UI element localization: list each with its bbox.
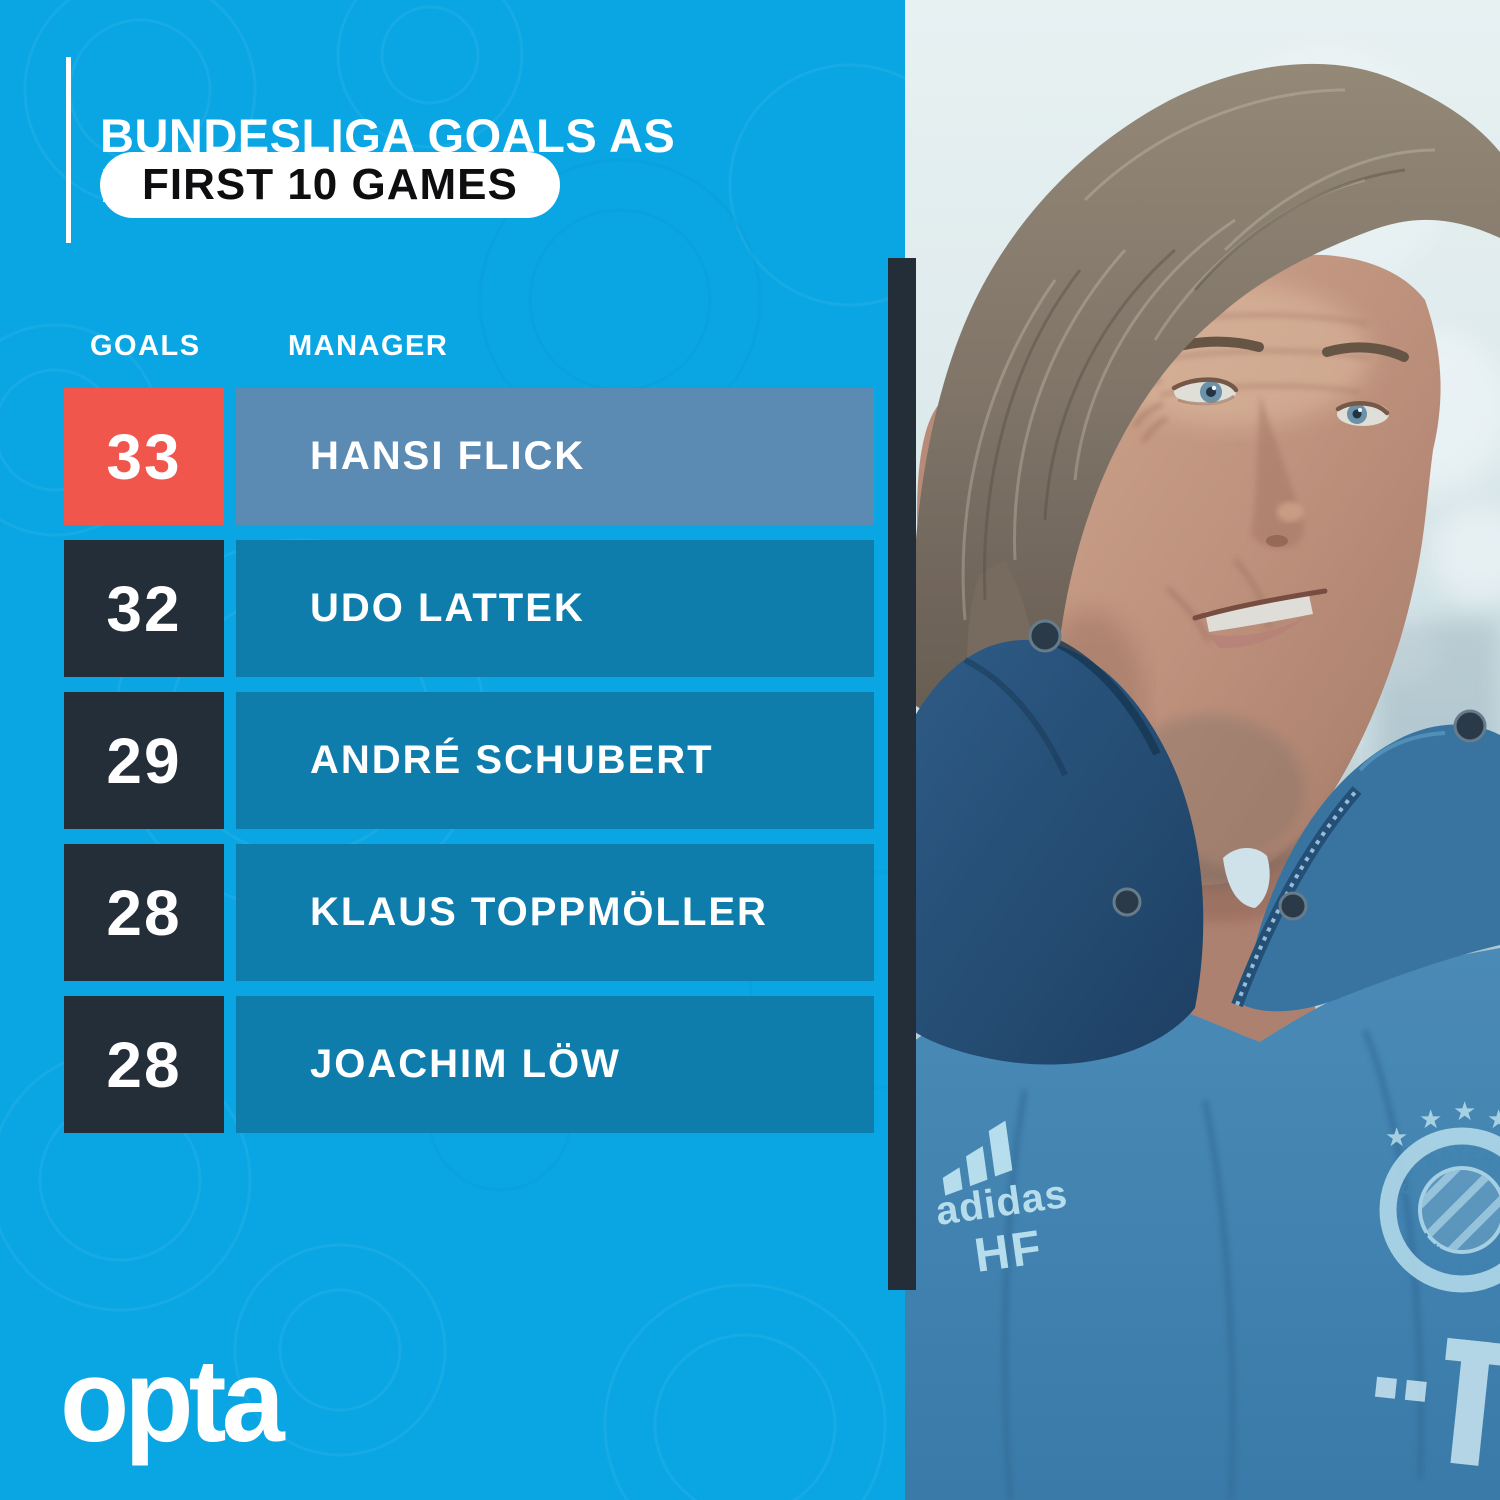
opta-logo: opta xyxy=(60,1335,285,1467)
goals-value: 33 xyxy=(106,420,182,493)
manager-column-header: MANAGER xyxy=(288,330,449,362)
goals-value-box: 33 xyxy=(64,388,224,525)
goals-value: 29 xyxy=(106,724,182,797)
manager-name: ANDRÉ SCHUBERT xyxy=(310,738,714,782)
table-row: 28 KLAUS TOPPMÖLLER xyxy=(64,844,874,981)
crest-star-icon: ★ xyxy=(1453,1096,1476,1126)
column-headers: GOALS MANAGER xyxy=(64,330,874,366)
crest-star-icon: ★ xyxy=(1385,1122,1408,1152)
jacket-initials: HF xyxy=(971,1221,1046,1283)
goals-value: 32 xyxy=(106,572,182,645)
leaderboard: 33 HANSI FLICK 32 UDO LATTEK 29 ANDRÉ SC… xyxy=(64,388,874,1148)
jacket xyxy=(905,619,1500,1500)
manager-bar: UDO LATTEK xyxy=(236,540,874,677)
manager-bar: ANDRÉ SCHUBERT xyxy=(236,692,874,829)
photo-shadow-strip xyxy=(888,258,916,1290)
crest-star-icon: ★ xyxy=(1487,1104,1500,1134)
telekom-t-icon xyxy=(1374,1337,1500,1466)
title-accent-line xyxy=(66,57,71,243)
goals-value-box: 29 xyxy=(64,692,224,829)
goals-value-box: 28 xyxy=(64,844,224,981)
goals-value: 28 xyxy=(106,876,182,949)
table-row: 32 UDO LATTEK xyxy=(64,540,874,677)
manager-bar: KLAUS TOPPMÖLLER xyxy=(236,844,874,981)
mouth xyxy=(1192,588,1328,649)
eyes xyxy=(1171,377,1390,426)
manager-bar: HANSI FLICK xyxy=(236,388,874,525)
goals-value-box: 28 xyxy=(64,996,224,1133)
goals-value: 28 xyxy=(106,1028,182,1101)
manager-name: JOACHIM LÖW xyxy=(310,1042,621,1086)
goals-column-header: GOALS xyxy=(90,330,201,362)
table-row: 29 ANDRÉ SCHUBERT xyxy=(64,692,874,829)
subtitle-text: FIRST 10 GAMES xyxy=(142,160,518,209)
manager-name: HANSI FLICK xyxy=(310,434,586,478)
subtitle-pill: FIRST 10 GAMES xyxy=(100,152,560,218)
manager-photo: adidas HF ★ ★ ★ ★ FC BAYERN xyxy=(905,0,1500,1500)
table-row: 28 JOACHIM LÖW xyxy=(64,996,874,1133)
bayern-crest: ★ ★ ★ ★ FC BAYERN MÜNCHEN xyxy=(1379,1096,1500,1293)
manager-name: UDO LATTEK xyxy=(310,586,585,630)
table-row: 33 HANSI FLICK xyxy=(64,388,874,525)
manager-bar: JOACHIM LÖW xyxy=(236,996,874,1133)
goals-value-box: 32 xyxy=(64,540,224,677)
crest-star-icon: ★ xyxy=(1419,1104,1442,1134)
manager-name: KLAUS TOPPMÖLLER xyxy=(310,890,768,934)
